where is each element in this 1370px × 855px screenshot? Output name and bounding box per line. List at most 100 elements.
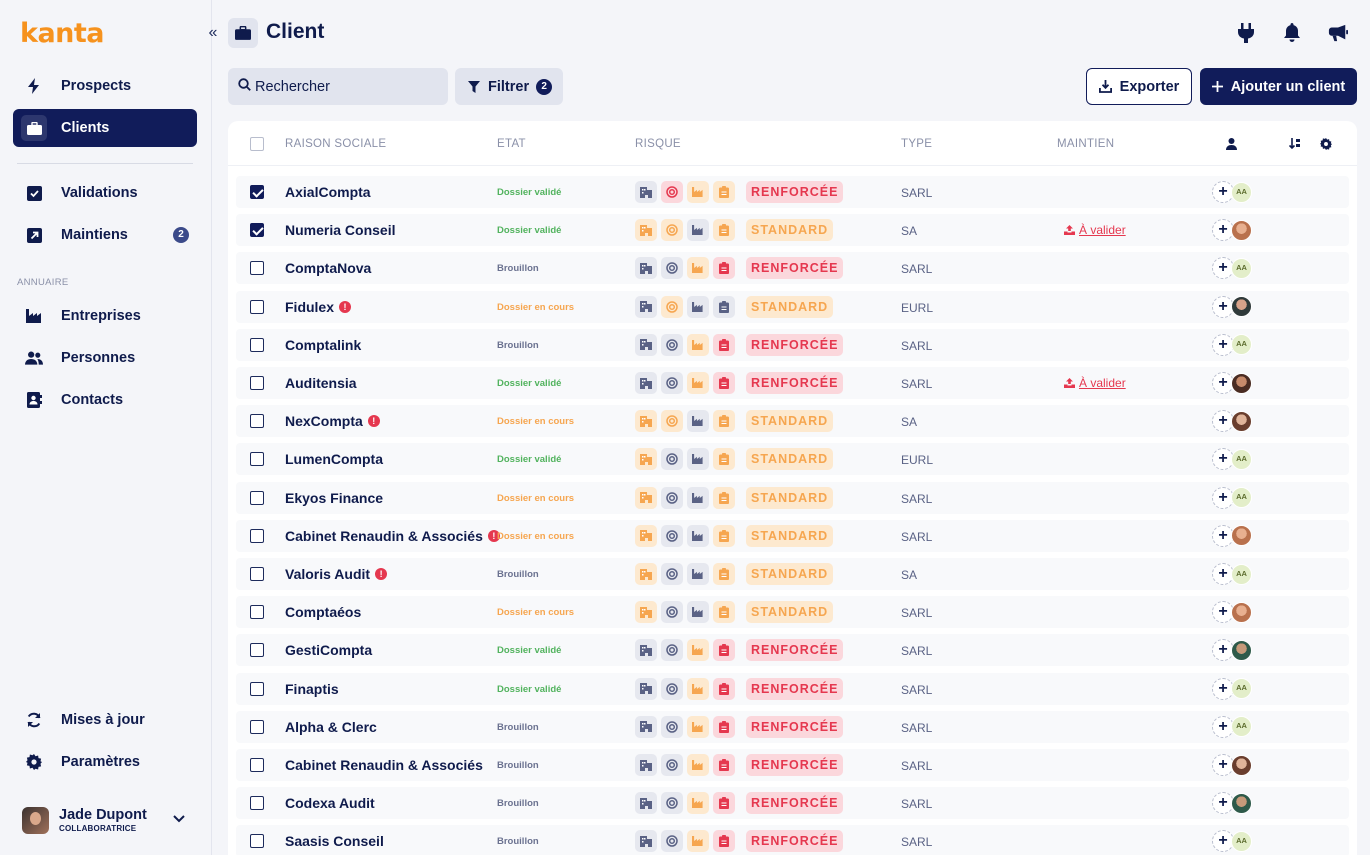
row-checkbox[interactable] [250, 567, 264, 581]
assignee-avatar[interactable]: AA [1231, 563, 1252, 585]
client-name[interactable]: Comptaéos [285, 604, 361, 620]
row-checkbox[interactable] [250, 261, 264, 276]
assignee-avatar[interactable]: AA [1231, 716, 1252, 738]
table-row[interactable]: Auditensia Dossier validé RENFORCÉE SARL… [236, 367, 1349, 399]
table-row[interactable]: Alpha & Clerc Brouillon RENFORCÉE SARL +… [236, 710, 1349, 743]
assignee-avatar[interactable]: AA [1231, 257, 1252, 279]
table-row[interactable]: Fidulex ! Dossier en cours STANDARD EURL… [236, 290, 1349, 323]
select-all-checkbox[interactable] [250, 137, 264, 151]
user-column-icon[interactable] [1226, 137, 1237, 155]
assignee-avatar[interactable] [1231, 639, 1252, 661]
add-client-button[interactable]: Ajouter un client [1200, 68, 1357, 105]
row-checkbox[interactable] [250, 796, 264, 811]
table-row[interactable]: NexCompta ! Dossier en cours STANDARD SA… [236, 405, 1349, 438]
maintien-link[interactable]: À valider [1064, 223, 1126, 237]
sidebar-item-clients[interactable]: Clients [13, 109, 197, 147]
table-row[interactable]: AxialCompta Dossier validé RENFORCÉE SAR… [236, 176, 1349, 208]
table-row[interactable]: Comptalink Brouillon RENFORCÉE SARL + AA [236, 328, 1349, 361]
megaphone-icon[interactable] [1328, 22, 1348, 44]
row-checkbox[interactable] [250, 337, 264, 352]
assignee-avatar[interactable]: AA [1231, 830, 1252, 852]
table-row[interactable]: LumenCompta Dossier validé STANDARD EURL… [236, 443, 1349, 476]
col-raison-sociale[interactable]: RAISON SOCIALE [285, 138, 387, 150]
row-checkbox[interactable] [250, 834, 264, 849]
sidebar-item-mises-a-jour[interactable]: Mises à jour [13, 701, 197, 739]
client-name[interactable]: Saasis Conseil [285, 833, 384, 849]
sidebar-item-prospects[interactable]: Prospects [13, 67, 197, 105]
client-name[interactable]: ComptaNova [285, 260, 371, 276]
assignee-avatar[interactable]: AA [1231, 334, 1252, 356]
client-name[interactable]: NexCompta ! [285, 413, 380, 429]
export-button[interactable]: Exporter [1086, 68, 1192, 105]
table-row[interactable]: GestiCompta Dossier validé RENFORCÉE SAR… [236, 634, 1349, 667]
plug-icon[interactable] [1236, 22, 1256, 44]
client-name[interactable]: Valoris Audit ! [285, 566, 388, 582]
table-row[interactable]: Finaptis Dossier validé RENFORCÉE SARL +… [236, 672, 1349, 705]
settings-gear-icon[interactable] [1320, 137, 1332, 155]
assignee-avatar[interactable] [1231, 792, 1252, 814]
client-name[interactable]: Numeria Conseil [285, 222, 395, 238]
assignee-avatar[interactable] [1231, 219, 1252, 241]
assignee-avatar[interactable] [1231, 372, 1252, 394]
row-checkbox[interactable] [250, 452, 264, 467]
table-row[interactable]: ComptaNova Brouillon RENFORCÉE SARL + AA [236, 252, 1349, 285]
collapse-sidebar-icon[interactable]: « [208, 24, 218, 41]
sidebar-item-parametres[interactable]: Paramètres [13, 743, 197, 781]
row-checkbox[interactable] [250, 605, 264, 620]
table-row[interactable]: Cabinet Renaudin & Associés Brouillon RE… [236, 749, 1349, 781]
table-row[interactable]: Saasis Conseil Brouillon RENFORCÉE SARL … [236, 825, 1349, 855]
col-maintien[interactable]: MAINTIEN [1057, 138, 1115, 150]
client-name[interactable]: Cabinet Renaudin & Associés ! [285, 528, 500, 544]
row-checkbox[interactable] [250, 528, 264, 543]
sidebar-item-validations[interactable]: Validations [13, 174, 197, 212]
table-row[interactable]: Comptaéos Dossier en cours STANDARD SARL… [236, 596, 1349, 629]
table-row[interactable]: Cabinet Renaudin & Associés ! Dossier en… [236, 519, 1349, 552]
client-name[interactable]: LumenCompta [285, 451, 383, 467]
assignee-avatar[interactable]: AA [1231, 448, 1252, 470]
search-box[interactable] [228, 68, 448, 105]
row-checkbox[interactable] [250, 185, 264, 199]
row-checkbox[interactable] [250, 681, 264, 696]
client-name[interactable]: GestiCompta [285, 642, 372, 658]
table-row[interactable]: Numeria Conseil Dossier validé STANDARD … [236, 214, 1349, 247]
client-name[interactable]: Ekyos Finance [285, 490, 383, 506]
table-row[interactable]: Ekyos Finance Dossier en cours STANDARD … [236, 481, 1349, 514]
sidebar-item-maintiens[interactable]: Maintiens 2 [13, 216, 197, 254]
col-type[interactable]: TYPE [901, 138, 933, 150]
client-name[interactable]: Comptalink [285, 337, 361, 353]
client-name[interactable]: Codexa Audit [285, 795, 375, 811]
assignee-avatar[interactable]: AA [1231, 678, 1252, 700]
maintien-link[interactable]: À valider [1064, 376, 1126, 390]
sort-icon[interactable] [1288, 137, 1301, 155]
assignee-avatar[interactable] [1231, 410, 1252, 432]
kanta-logo[interactable]: kanta [20, 18, 105, 49]
add-assignee-button[interactable]: + [1212, 448, 1234, 471]
table-row[interactable]: Codexa Audit Brouillon RENFORCÉE SARL + [236, 787, 1349, 820]
assignee-avatar[interactable]: AA [1231, 487, 1252, 509]
client-name[interactable]: Fidulex ! [285, 299, 352, 315]
row-checkbox[interactable] [250, 643, 264, 658]
table-row[interactable]: Valoris Audit ! Brouillon STANDARD SA + … [236, 558, 1349, 590]
assignee-avatar[interactable] [1231, 525, 1252, 547]
assignee-avatar[interactable] [1231, 754, 1252, 776]
search-input[interactable] [255, 78, 435, 95]
sidebar-item-entreprises[interactable]: Entreprises [13, 297, 197, 335]
row-checkbox[interactable] [250, 376, 264, 390]
row-checkbox[interactable] [250, 758, 264, 772]
row-checkbox[interactable] [250, 414, 264, 429]
chevron-down-icon[interactable] [173, 812, 185, 826]
user-menu[interactable]: Jade Dupont COLLABORATRICE [13, 796, 197, 844]
sidebar-item-contacts[interactable]: Contacts [13, 381, 197, 419]
client-name[interactable]: Alpha & Clerc [285, 719, 377, 735]
assignee-avatar[interactable] [1231, 296, 1252, 318]
col-etat[interactable]: ETAT [497, 138, 526, 150]
filter-button[interactable]: Filtrer 2 [455, 68, 563, 105]
row-checkbox[interactable] [250, 299, 264, 314]
col-risque[interactable]: RISQUE [635, 138, 681, 150]
assignee-avatar[interactable]: AA [1231, 181, 1252, 203]
row-checkbox[interactable] [250, 719, 264, 734]
bell-icon[interactable] [1282, 22, 1302, 44]
row-checkbox[interactable] [250, 490, 264, 505]
client-name[interactable]: AxialCompta [285, 184, 371, 200]
row-checkbox[interactable] [250, 223, 264, 238]
